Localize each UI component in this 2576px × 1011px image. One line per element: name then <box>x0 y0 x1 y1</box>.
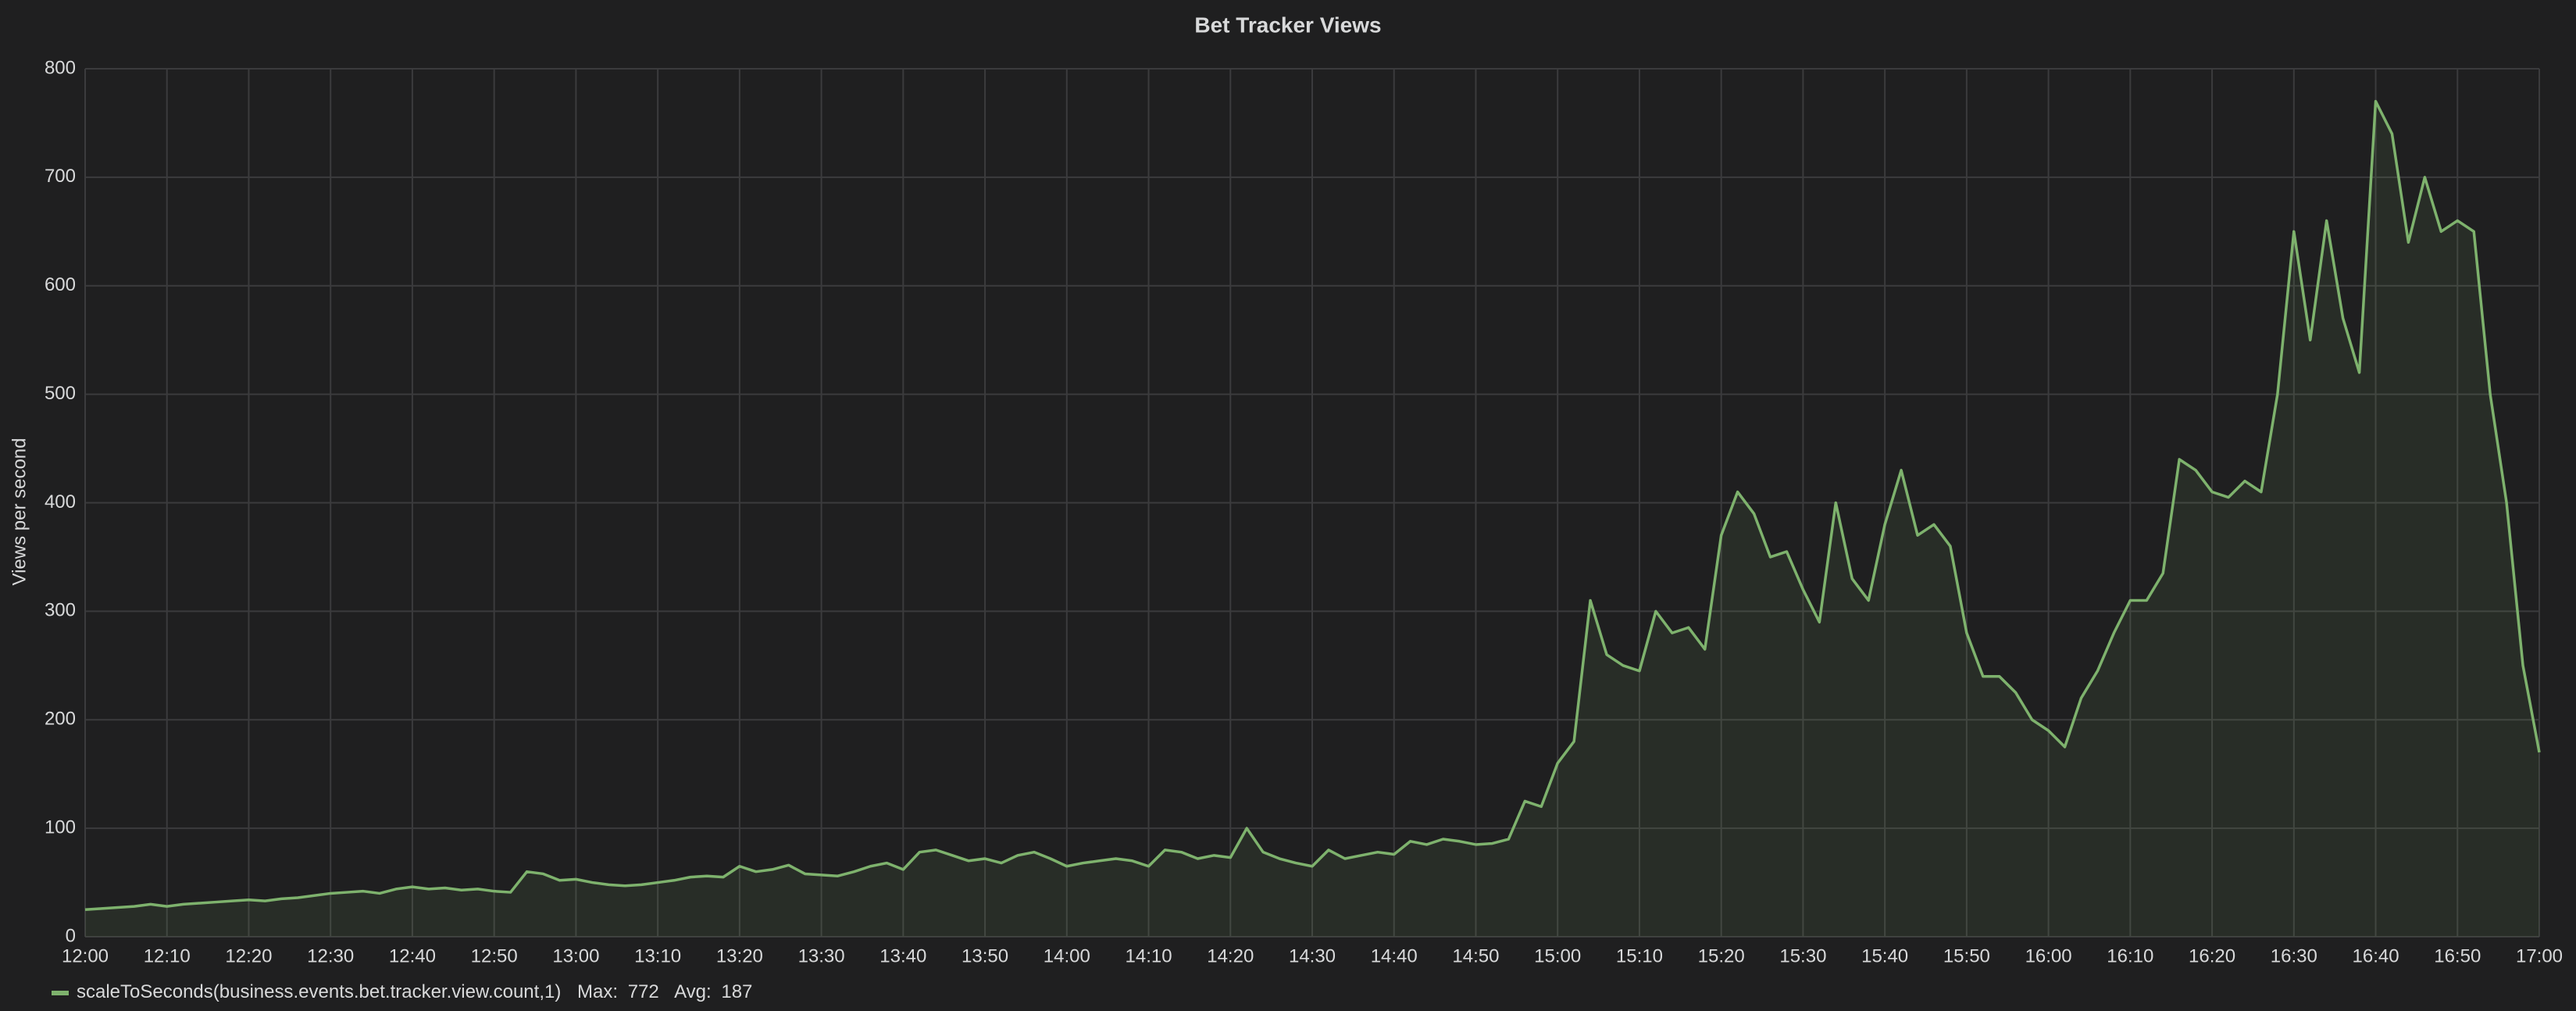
x-tick-label: 17:00 <box>2516 945 2563 966</box>
x-tick-label: 16:40 <box>2353 945 2399 966</box>
legend: scaleToSeconds(business.events.bet.track… <box>77 981 752 1002</box>
y-tick-label: 200 <box>45 709 76 730</box>
x-tick-label: 15:10 <box>1616 945 1663 966</box>
x-tick-label: 12:50 <box>471 945 518 966</box>
x-tick-label: 14:20 <box>1207 945 1254 966</box>
chart-title: Bet Tracker Views <box>1194 13 1381 37</box>
y-tick-label: 400 <box>45 491 76 513</box>
y-tick-label: 100 <box>45 816 76 838</box>
legend-stat-label: Avg: <box>674 981 712 1002</box>
x-tick-label: 16:10 <box>2107 945 2153 966</box>
x-tick-label: 14:10 <box>1126 945 1172 966</box>
x-tick-label: 15:20 <box>1698 945 1745 966</box>
line <box>84 99 2541 912</box>
legend-stat-label: Max: <box>577 981 618 1002</box>
x-tick-label: 16:30 <box>2271 945 2317 966</box>
x-tick-label: 14:40 <box>1371 945 1418 966</box>
legend-stat-value: 772 <box>628 981 659 1002</box>
legend-swatch <box>52 991 69 995</box>
area <box>85 101 2539 938</box>
y-axis-label: Views per second <box>9 438 30 586</box>
x-tick-label: 16:20 <box>2189 945 2235 966</box>
x-tick-label: 12:30 <box>307 945 354 966</box>
x-tick-label: 15:00 <box>1534 945 1581 966</box>
x-tick-label: 14:30 <box>1289 945 1336 966</box>
x-tick-label: 12:20 <box>225 945 272 966</box>
x-tick-label: 14:00 <box>1044 945 1090 966</box>
x-tick-label: 15:40 <box>1861 945 1908 966</box>
x-tick-label: 13:40 <box>879 945 926 966</box>
x-tick-label: 12:10 <box>144 945 191 966</box>
x-tick-label: 15:30 <box>1779 945 1826 966</box>
x-tick-label: 12:00 <box>62 945 109 966</box>
y-tick-label: 800 <box>45 57 76 78</box>
y-tick-label: 600 <box>45 274 76 295</box>
y-tick-label: 500 <box>45 383 76 404</box>
x-tick-label: 13:20 <box>716 945 763 966</box>
legend-name: scaleToSeconds(business.events.bet.track… <box>77 981 561 1002</box>
x-tick-label: 13:30 <box>798 945 845 966</box>
y-tick-label: 700 <box>45 166 76 187</box>
x-tick-label: 16:00 <box>2025 945 2072 966</box>
y-tick-label: 300 <box>45 600 76 621</box>
x-tick-label: 12:40 <box>389 945 436 966</box>
x-tick-label: 13:00 <box>552 945 599 966</box>
x-tick-label: 14:50 <box>1452 945 1499 966</box>
x-tick-label: 13:10 <box>634 945 681 966</box>
legend-stat-value: 187 <box>721 981 752 1002</box>
y-tick-label: 0 <box>66 925 76 946</box>
x-tick-label: 13:50 <box>962 945 1008 966</box>
x-tick-label: 15:50 <box>1943 945 1990 966</box>
x-tick-label: 16:50 <box>2434 945 2481 966</box>
